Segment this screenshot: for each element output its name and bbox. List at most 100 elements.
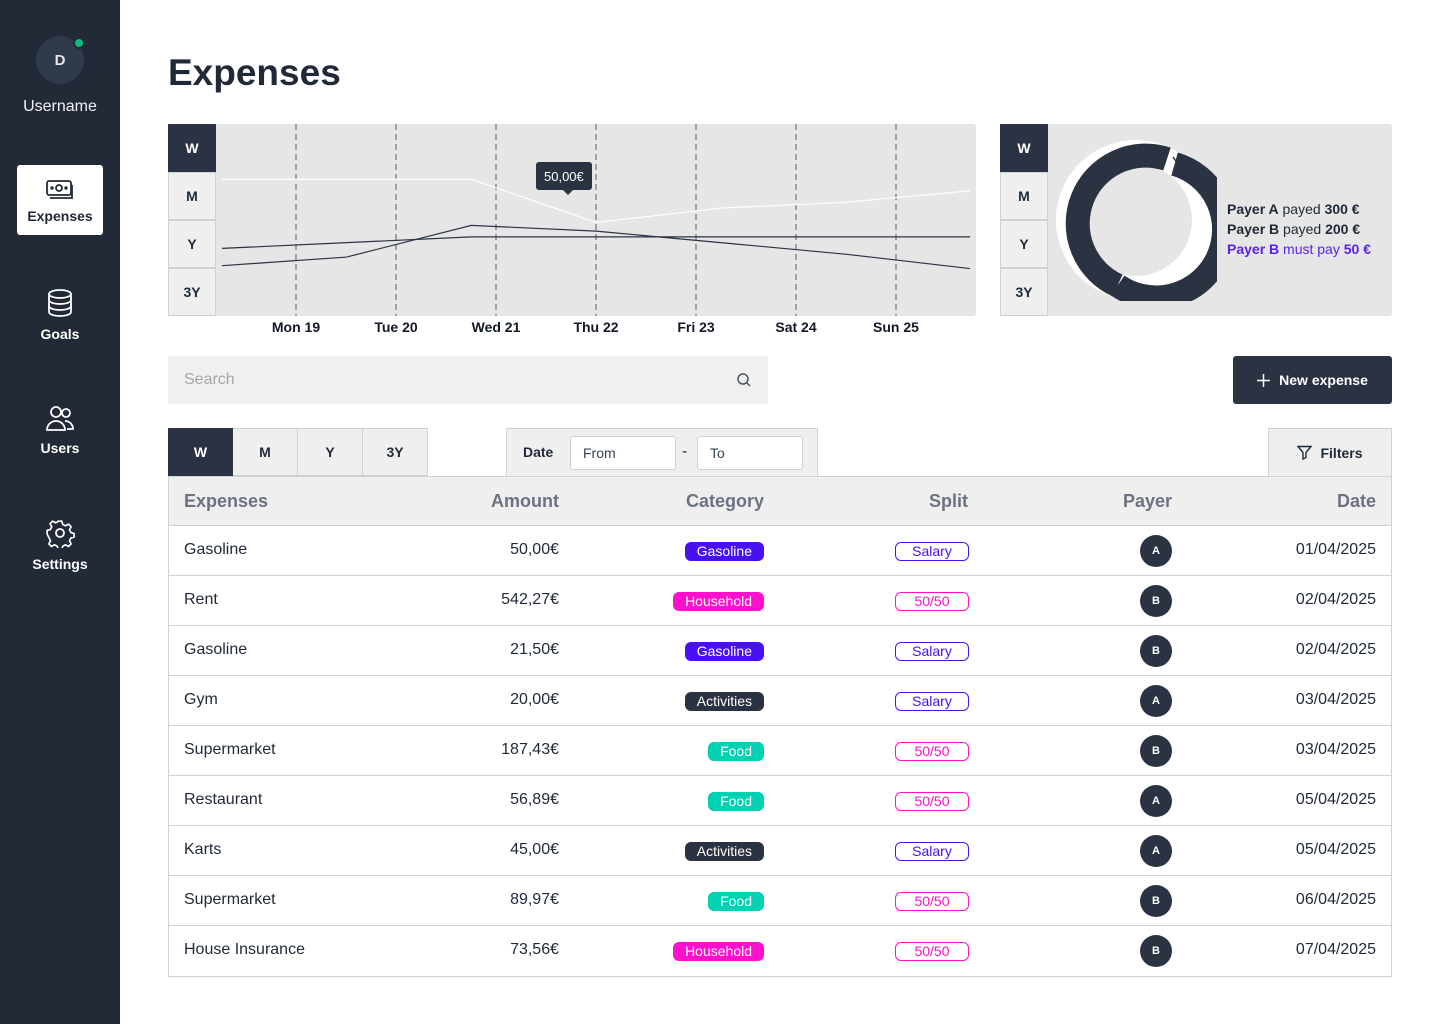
split-badge: 50/50 [895, 892, 969, 911]
header-amount[interactable]: Amount [491, 491, 559, 511]
category-badge: Food [708, 792, 764, 811]
period-button-3y[interactable]: 3Y [1000, 268, 1048, 316]
date-from-input[interactable] [570, 436, 676, 470]
expense-date: 03/04/2025 [1295, 691, 1376, 708]
filter-icon [1297, 445, 1313, 460]
split-summary-text: Payer A payed 300 € Payer B payed 200 € … [1227, 199, 1371, 259]
filters-button[interactable]: Filters [1268, 428, 1392, 476]
tab-3y[interactable]: 3Y [363, 428, 428, 476]
expense-name: Supermarket [184, 741, 276, 758]
summary-line-b: Payer B payed 200 € [1227, 219, 1371, 239]
tab-y[interactable]: Y [298, 428, 363, 476]
username: Username [23, 98, 97, 115]
search-bar [168, 356, 768, 404]
header-category[interactable]: Category [685, 491, 764, 511]
period-button-m[interactable]: M [168, 172, 216, 220]
expense-amount: 73,56€ [510, 941, 559, 958]
period-button-3y[interactable]: 3Y [168, 268, 216, 316]
category-badge: Activities [684, 692, 764, 711]
header-expenses[interactable]: Expenses [184, 491, 269, 511]
header-payer[interactable]: Payer [1122, 491, 1172, 511]
tab-m[interactable]: M [233, 428, 298, 476]
search-input[interactable] [168, 356, 728, 404]
x-tick-label: Fri 23 [677, 319, 715, 335]
table-row[interactable]: Supermarket 89,97€ Food 50/50 B 06/04/2025 [169, 876, 1391, 926]
period-button-w[interactable]: W [168, 124, 216, 172]
sidebar-item-label: Settings [32, 556, 88, 572]
expense-amount: 45,00€ [510, 841, 559, 858]
header-date[interactable]: Date [1336, 491, 1376, 511]
expense-amount: 21,50€ [510, 641, 559, 658]
expense-date: 07/04/2025 [1295, 941, 1376, 958]
expense-name: Rent [184, 591, 218, 608]
category-badge: Household [673, 942, 764, 961]
split-badge: Salary [895, 842, 969, 861]
payer-avatar: A [1140, 785, 1172, 817]
expense-date: 02/04/2025 [1295, 641, 1376, 658]
payer-avatar: A [1140, 535, 1172, 567]
table-row[interactable]: Karts 45,00€ Activities Salary A 05/04/2025 [169, 826, 1391, 876]
split-badge: Salary [895, 642, 969, 661]
payer-avatar: B [1140, 585, 1172, 617]
expense-name: House Insurance [184, 941, 305, 958]
table-row[interactable]: Restaurant 56,89€ Food 50/50 A 05/04/2025 [169, 776, 1391, 826]
expense-amount: 20,00€ [510, 691, 559, 708]
payer-avatar: B [1140, 885, 1172, 917]
header-split[interactable]: Split [929, 491, 968, 511]
line-chart [221, 124, 971, 316]
page-title: Expenses [168, 52, 341, 93]
split-donut-chart [1056, 140, 1217, 301]
sidebar-item-label: Users [40, 440, 80, 456]
period-button-y[interactable]: Y [168, 220, 216, 268]
period-button-m[interactable]: M [1000, 172, 1048, 220]
expense-amount: 187,43€ [501, 741, 559, 758]
expense-name: Supermarket [184, 891, 276, 908]
new-expense-button[interactable]: New expense [1233, 356, 1392, 404]
split-badge: Salary [895, 692, 969, 711]
period-button-w[interactable]: W [1000, 124, 1048, 172]
table-row[interactable]: Gasoline 21,50€ Gasoline Salary B 02/04/2025 [169, 626, 1391, 676]
chart-period-selector: W M Y 3Y [168, 124, 216, 316]
sidebar-item-settings[interactable]: Settings [17, 510, 103, 580]
sidebar-item-expenses[interactable]: Expenses [17, 165, 103, 235]
sidebar-item-label: Goals [40, 326, 80, 342]
category-badge: Gasoline [684, 542, 764, 561]
period-button-y[interactable]: Y [1000, 220, 1048, 268]
summary-line-a: Payer A payed 300 € [1227, 199, 1371, 219]
plus-icon [1257, 373, 1271, 387]
users-icon [46, 406, 74, 431]
summary-payer: Payer A [1227, 201, 1279, 217]
table-row[interactable]: Supermarket 187,43€ Food 50/50 B 03/04/2025 [169, 726, 1391, 776]
chart-x-axis-labels: Mon 19 Tue 20 Wed 21 Thu 22 Fri 23 Sat 24 Sun … [168, 319, 976, 339]
summary-verb: payed [1283, 221, 1322, 237]
table-row[interactable]: House Insurance 73,56€ Household 50/50 B 07/0… [169, 926, 1391, 976]
expense-date: 03/04/2025 [1295, 741, 1376, 758]
expense-amount: 50,00€ [510, 541, 559, 558]
split-badge: Salary [895, 542, 969, 561]
sidebar-item-users[interactable]: Users [17, 395, 103, 465]
summary-amount: 50 € [1343, 241, 1371, 257]
date-range-filter: Date - [506, 428, 818, 476]
search-icon[interactable] [736, 372, 752, 388]
date-to-input[interactable] [697, 436, 803, 470]
x-tick-label: Wed 21 [471, 319, 521, 335]
expenses-table: Expenses Amount Category Split Payer Dat… [168, 476, 1392, 977]
expense-name: Restaurant [184, 791, 263, 808]
summary-line-due: Payer B must pay 50 € [1227, 239, 1371, 259]
table-row[interactable]: Rent 542,27€ Household 50/50 B 02/04/2025 [169, 576, 1391, 626]
tab-w[interactable]: W [168, 428, 233, 476]
expense-date: 01/04/2025 [1295, 541, 1376, 558]
x-tick-label: Sun 25 [873, 319, 919, 335]
x-tick-label: Tue 20 [374, 319, 418, 335]
split-badge: 50/50 [895, 592, 969, 611]
split-badge: 50/50 [895, 742, 969, 761]
table-row[interactable]: Gym 20,00€ Activities Salary A 03/04/2025 [169, 676, 1391, 726]
category-badge: Food [708, 892, 764, 911]
table-row[interactable]: Gasoline 50,00€ Gasoline Salary A 01/04/2025 [169, 526, 1391, 576]
summary-payer: Payer B [1227, 221, 1280, 237]
sidebar-item-goals[interactable]: Goals [17, 280, 103, 350]
chart-tooltip: 50,00€ [536, 162, 592, 195]
payer-avatar: B [1140, 635, 1172, 667]
avatar[interactable]: D [36, 36, 85, 84]
category-badge: Food [708, 742, 764, 761]
